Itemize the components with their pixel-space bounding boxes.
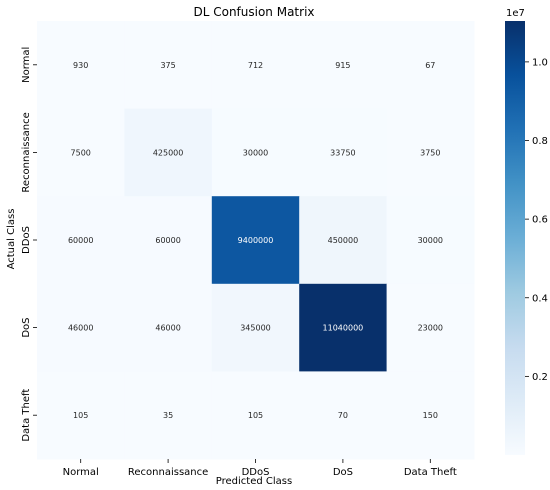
colorbar-multiplier-label: 1e7 xyxy=(506,8,525,19)
y-tick-label: DoS xyxy=(21,318,32,338)
heatmap-cell xyxy=(211,108,300,197)
heatmap-cell-label: 60000 xyxy=(155,236,180,245)
heatmap-cell-label: 30000 xyxy=(418,236,443,245)
heatmap-cell-label: 46000 xyxy=(155,324,180,333)
x-tick-label: DoS xyxy=(333,467,353,478)
heatmap-cell xyxy=(299,108,388,197)
heatmap-cell-label: 33750 xyxy=(330,148,355,157)
heatmap-cell xyxy=(386,283,475,372)
colorbar-tick-label: 1.0 xyxy=(532,57,548,68)
heatmap-cell-label: 450000 xyxy=(328,236,359,245)
heatmap-cell-label: 46000 xyxy=(68,324,93,333)
heatmap-cell xyxy=(299,196,388,285)
y-tick-label: Normal xyxy=(21,47,32,83)
heatmap-cell-label: 375 xyxy=(160,61,175,70)
colorbar-tick-label: 0.8 xyxy=(532,136,548,147)
colorbar-tick-label: 0.2 xyxy=(532,372,548,383)
y-axis-label: Actual Class xyxy=(6,209,17,270)
heatmap-cell xyxy=(299,283,388,372)
heatmap-cell-label: 11040000 xyxy=(323,324,364,333)
heatmap-cell-label: 930 xyxy=(73,61,88,70)
colorbar-tick-label: 0.6 xyxy=(532,215,548,226)
heatmap-cell xyxy=(37,283,125,372)
heatmap-cell-label: 35 xyxy=(163,411,173,420)
heatmap-cell xyxy=(37,108,125,197)
x-tick-label: DDoS xyxy=(242,467,270,478)
heatmap-cell xyxy=(37,196,125,285)
heatmap-cell-label: 345000 xyxy=(240,324,271,333)
heatmap-cell xyxy=(211,371,300,460)
colorbar xyxy=(505,21,525,455)
heatmap-cell xyxy=(124,196,213,285)
heatmap-cell xyxy=(386,196,475,285)
heatmap-cell-label: 712 xyxy=(248,61,263,70)
y-tick-label: Reconnaissance xyxy=(21,112,32,192)
heatmap-cell-label: 23000 xyxy=(418,324,443,333)
x-tick-label: Reconnaissance xyxy=(128,467,208,478)
heatmap-cell xyxy=(211,21,300,110)
x-axis-ticks: Normal Reconnaissance DDoS DoS Data Theft xyxy=(63,459,457,478)
heatmap-cell xyxy=(211,196,300,285)
y-axis-ticks: Normal Reconnaissance DDoS DoS Data Theft xyxy=(21,47,37,442)
heatmap-cell xyxy=(386,371,475,460)
heatmap-cell xyxy=(386,21,475,110)
heatmap-cell xyxy=(124,283,213,372)
heatmap-cell-label: 150 xyxy=(423,411,438,420)
heatmap-cell xyxy=(299,371,388,460)
heatmap-cell-label: 9400000 xyxy=(238,236,274,245)
heatmap-cell xyxy=(37,21,125,110)
heatmap-cell-label: 915 xyxy=(335,61,350,70)
x-tick-label: Normal xyxy=(63,467,99,478)
heatmap-cell xyxy=(124,21,213,110)
heatmap-cell-label: 105 xyxy=(248,411,263,420)
y-tick-label: Data Theft xyxy=(21,389,32,442)
heatmap-cell-label: 67 xyxy=(425,61,435,70)
heatmap-cell-label: 3750 xyxy=(420,148,440,157)
heatmap-cells xyxy=(37,21,475,460)
heatmap-cell xyxy=(211,283,300,372)
y-tick-label: DDoS xyxy=(21,226,32,254)
x-axis-label: Predicted Class xyxy=(216,476,292,487)
heatmap-cell-label: 70 xyxy=(338,411,348,420)
heatmap-cell xyxy=(124,371,213,460)
heatmap-cell-label: 60000 xyxy=(68,236,93,245)
heatmap-cell-label: 425000 xyxy=(153,148,184,157)
heatmap-cell xyxy=(386,108,475,197)
heatmap-cell-label: 7500 xyxy=(71,148,91,157)
heatmap-cell xyxy=(37,371,125,460)
heatmap-cell xyxy=(124,108,213,197)
heatmap-cell-labels: 930 375 712 915 67 7500 425000 30000 33750 3750 60… xyxy=(68,61,443,420)
colorbar-ticks: 0.2 0.4 0.6 0.8 1.0 xyxy=(525,57,548,383)
colorbar-tick-label: 0.4 xyxy=(532,293,548,304)
heatmap-cell-label: 30000 xyxy=(243,148,268,157)
x-tick-label: Data Theft xyxy=(404,467,457,478)
heatmap-cell-label: 105 xyxy=(73,411,88,420)
heatmap-cell xyxy=(299,21,388,110)
chart-title: DL Confusion Matrix xyxy=(193,5,314,19)
